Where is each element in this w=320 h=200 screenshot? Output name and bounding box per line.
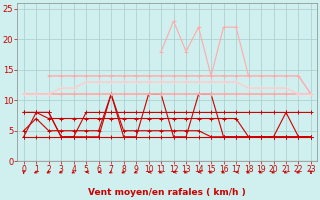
- X-axis label: Vent moyen/en rafales ( km/h ): Vent moyen/en rafales ( km/h ): [88, 188, 246, 197]
